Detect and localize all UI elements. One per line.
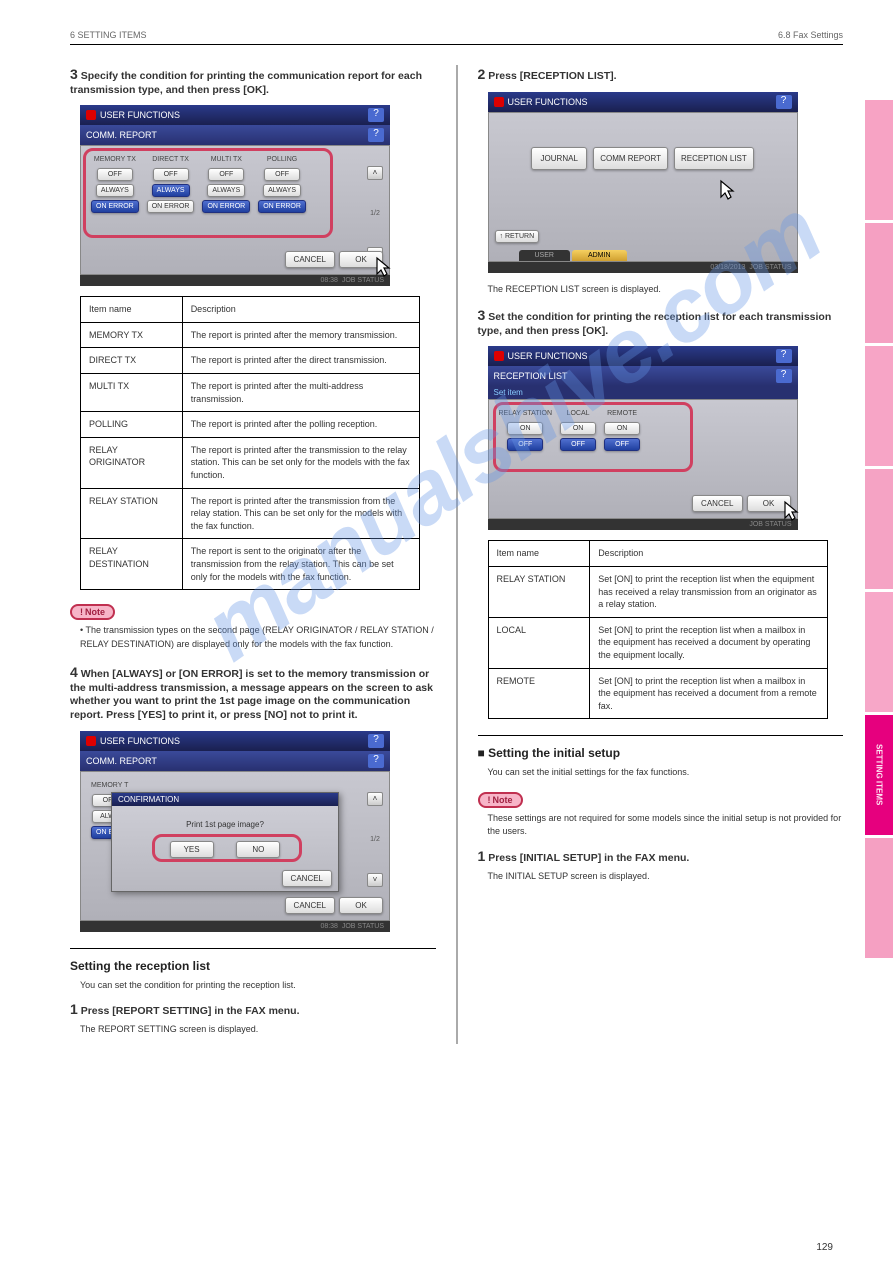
- no-button[interactable]: NO: [236, 841, 280, 858]
- tab-active[interactable]: SETTING ITEMS: [865, 715, 893, 835]
- confirmation-dialog: CONFIRMATION Print 1st page image? YES N…: [111, 792, 339, 892]
- screenshot-comm-report: USER FUNCTIONS? COMM. REPORT? MEMORY TXO…: [80, 105, 390, 286]
- reception-list-table: Item nameDescriptionRELAY STATIONSet [ON…: [488, 540, 828, 719]
- yes-button[interactable]: YES: [170, 841, 214, 858]
- step3-num: 3: [70, 66, 78, 82]
- step3-text: Specify the condition for printing the c…: [70, 70, 422, 96]
- page-number: 129: [816, 1242, 833, 1253]
- help-icon[interactable]: ?: [368, 108, 384, 122]
- hdr-right: 6.8 Fax Settings: [778, 30, 843, 40]
- screenshot-reception-list: USER FUNCTIONS? RECEPTION LIST? Set item…: [488, 346, 798, 530]
- side-tabs: SETTING ITEMS: [865, 100, 893, 958]
- screenshot-report-setting: USER FUNCTIONS? JOURNAL COMM REPORT RECE…: [488, 92, 798, 273]
- journal-button[interactable]: JOURNAL: [531, 147, 587, 170]
- initial-setup-heading: ■ Setting the initial setup: [478, 746, 844, 760]
- note-badge: !Note: [70, 604, 115, 620]
- page-up[interactable]: ˄: [367, 166, 383, 180]
- user-tab[interactable]: USER: [519, 250, 570, 261]
- screenshot-confirmation: USER FUNCTIONS? COMM. REPORT? MEMORY T O…: [80, 731, 390, 932]
- reception-list-button[interactable]: RECEPTION LIST: [674, 147, 754, 170]
- step4-num: 4: [70, 664, 78, 680]
- ok-button[interactable]: OK: [339, 251, 383, 268]
- step4-text: When [ALWAYS] or [ON ERROR] is set to th…: [70, 668, 433, 721]
- comm-report-table: Item nameDescriptionMEMORY TXThe report …: [80, 296, 420, 590]
- reception-list-heading: Setting the reception list: [70, 959, 436, 973]
- comm-report-button[interactable]: COMM REPORT: [593, 147, 668, 170]
- admin-tab[interactable]: ADMIN: [572, 250, 627, 261]
- return-button[interactable]: ↑ RETURN: [495, 230, 540, 243]
- hdr-left: 6 SETTING ITEMS: [70, 30, 147, 40]
- note-body: • The transmission types on the second p…: [80, 624, 436, 651]
- note-badge-r: !Note: [478, 792, 523, 808]
- cancel-button[interactable]: CANCEL: [285, 251, 335, 268]
